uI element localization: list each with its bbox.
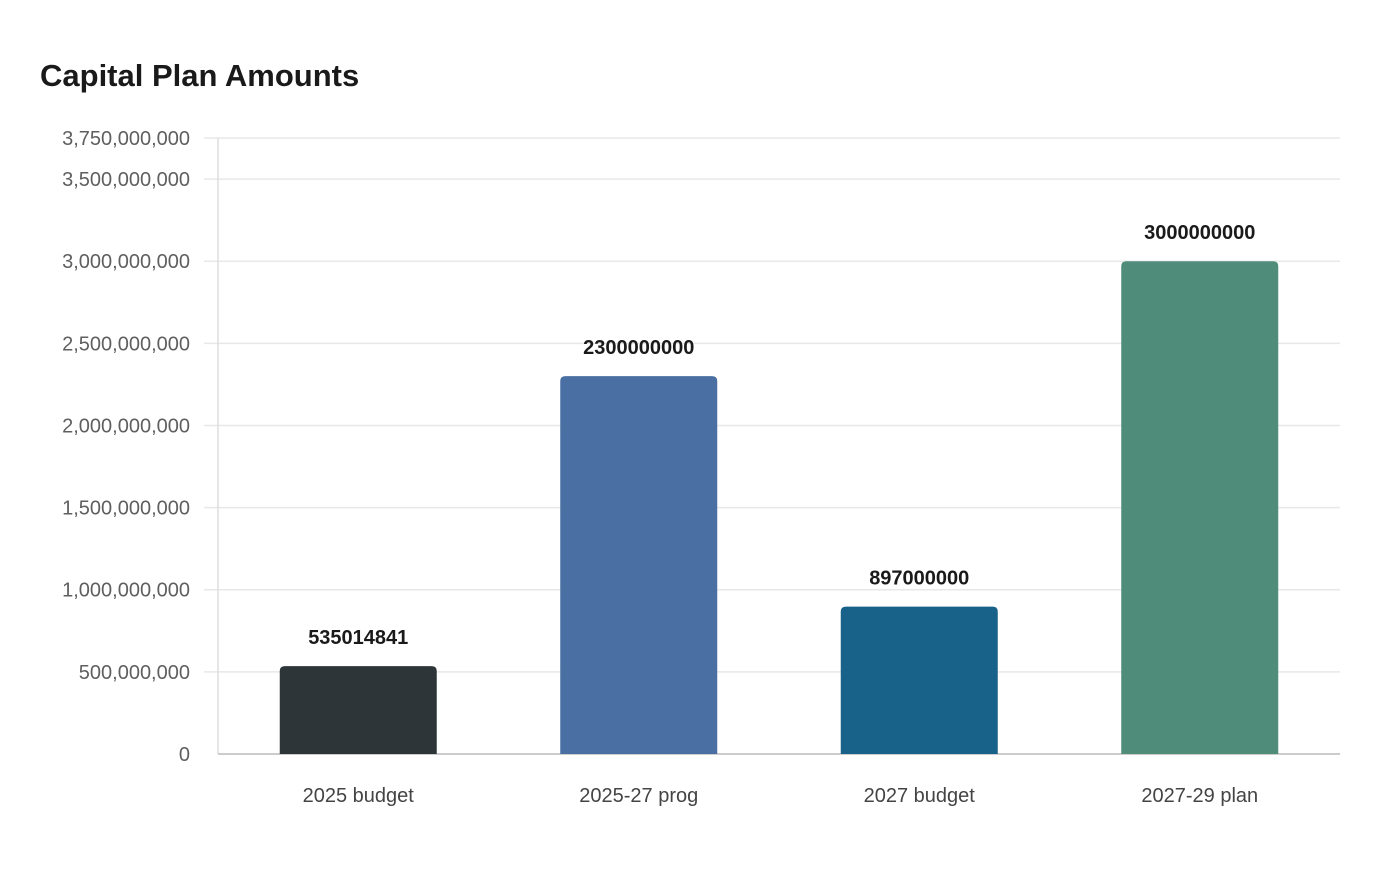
- x-tick-label: 2027-29 plan: [1141, 785, 1258, 807]
- data-label: 3000000000: [1144, 222, 1255, 244]
- x-tick-label: 2025 budget: [303, 785, 415, 807]
- x-tick-label: 2027 budget: [864, 785, 976, 807]
- bar: [1121, 261, 1279, 754]
- y-tick-label: 2,500,000,000: [62, 333, 190, 355]
- x-tick-label: 2025-27 prog: [579, 785, 698, 807]
- data-label: 535014841: [308, 627, 408, 649]
- bars: [279, 261, 1279, 754]
- data-labels: 535014841 2300000000 897000000 3000000000: [308, 222, 1255, 649]
- y-tick-label: 3,500,000,000: [62, 169, 190, 191]
- chart-title: Capital Plan Amounts: [40, 58, 360, 93]
- x-axis-category-labels: 2025 budget 2025-27 prog 2027 budget 2027-2…: [303, 785, 1259, 807]
- bar: [279, 666, 437, 754]
- y-tick-label: 500,000,000: [79, 662, 190, 684]
- y-tick-label: 2,000,000,000: [62, 415, 190, 437]
- data-label: 897000000: [869, 568, 969, 590]
- y-tick-label: 3,000,000,000: [62, 251, 190, 273]
- y-tick-label: 0: [179, 744, 190, 766]
- y-tick-label: 1,000,000,000: [62, 580, 190, 602]
- y-tick-label: 1,500,000,000: [62, 498, 190, 520]
- y-axis-tick-labels: 0 500,000,000 1,000,000,000 1,500,000,000 2,…: [62, 128, 190, 766]
- y-tick-label: 3,750,000,000: [62, 128, 190, 150]
- data-label: 2300000000: [583, 337, 694, 359]
- bar: [560, 376, 718, 754]
- bar: [840, 606, 998, 754]
